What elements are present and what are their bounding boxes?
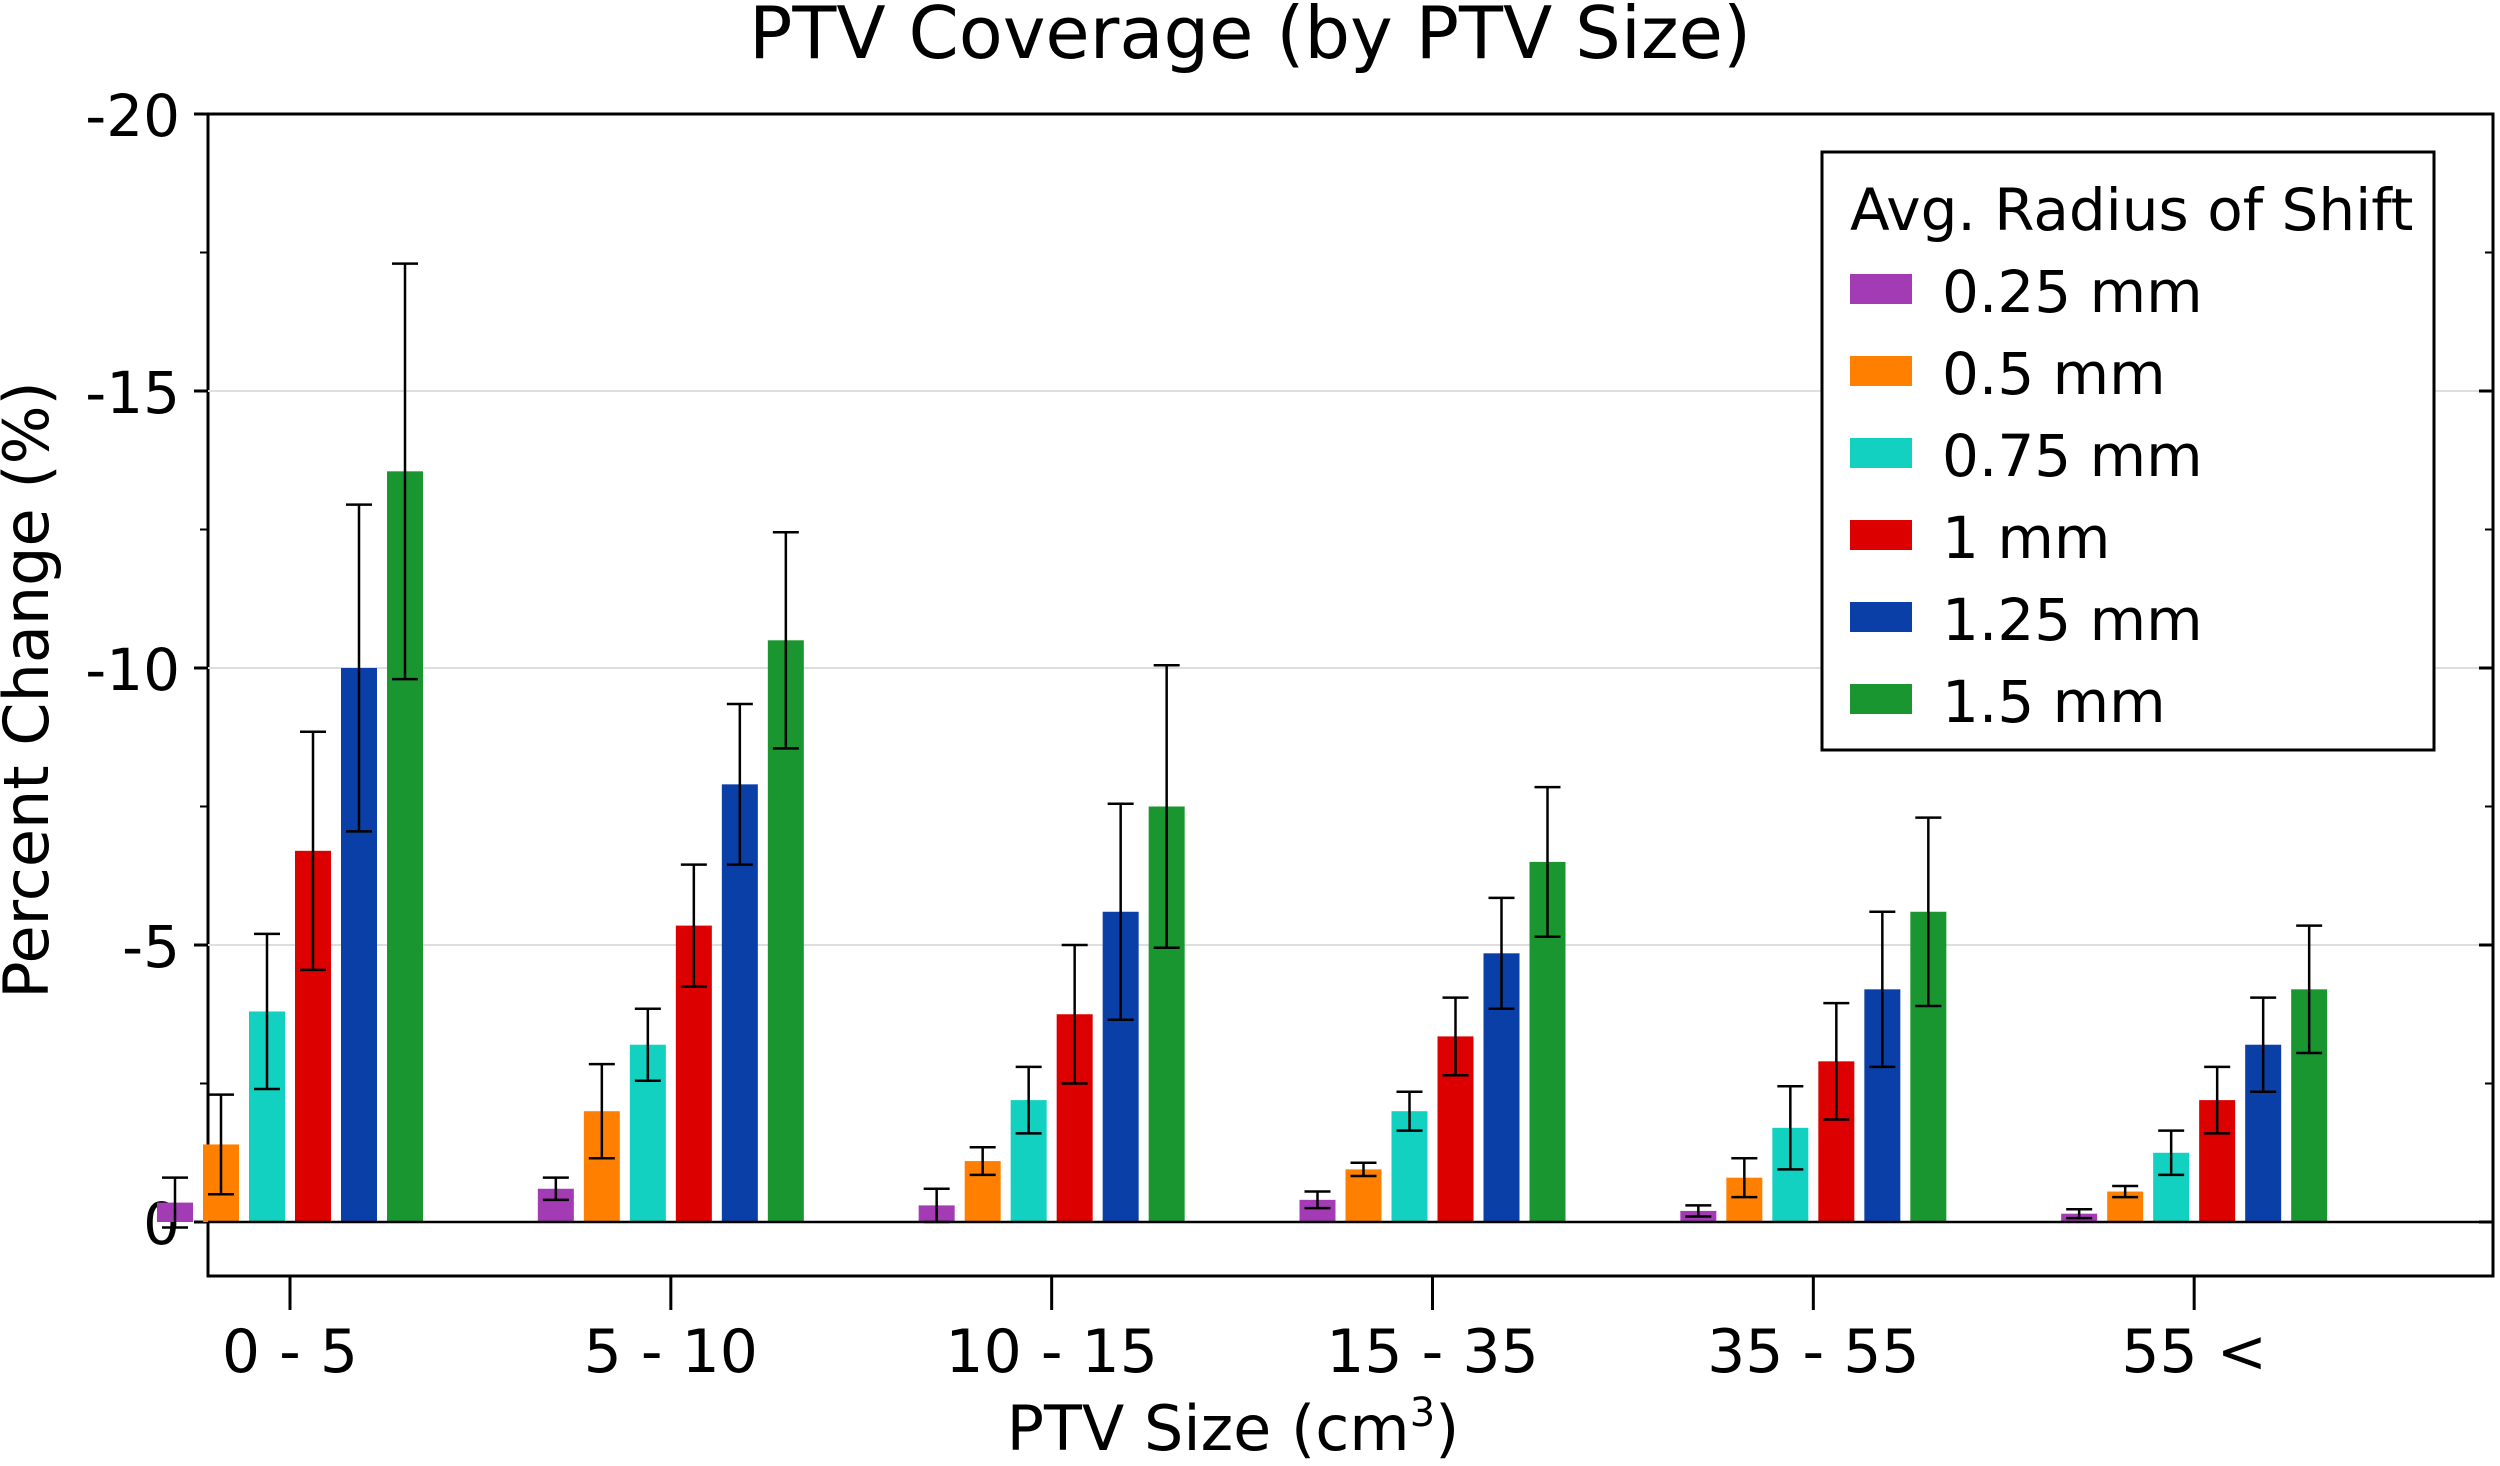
x-tick-label: 10 - 15 [945,1317,1158,1387]
legend-swatch [1850,520,1912,550]
plot-frame [206,112,2495,1278]
legend-box [1820,150,2436,752]
x-tick-label: 5 - 10 [584,1317,758,1387]
y-tick-label: -20 [85,82,180,150]
legend-swatch [1850,356,1912,386]
x-axis-label-close: ) [1435,1392,1459,1465]
legend-swatch [1850,602,1912,632]
legend-label: 1.5 mm [1942,668,2166,736]
y-axis-label: Percent Change (%) [0,381,63,998]
x-tick-label: 0 - 5 [222,1317,358,1387]
legend-label: 0.25 mm [1942,258,2203,326]
legend-swatch [1850,684,1912,714]
legend-label: 0.5 mm [1942,340,2166,408]
x-axis-label-main: PTV Size (cm [1007,1392,1410,1465]
x-axis-label: PTV Size (cm3) [1007,1390,1460,1465]
legend-label: 0.75 mm [1942,422,2203,490]
legend: Avg. Radius of Shift 0.25 mm 0.5 mm 0.75 m… [1820,150,2436,752]
legend-swatch [1850,274,1912,304]
x-axis: 0 - 5 5 - 10 10 - 15 15 - 35 35 - 55 55 < [222,1276,2267,1387]
y-tick-label: -10 [85,636,180,704]
legend-title: Avg. Radius of Shift [1850,176,2413,244]
y-tick-label: -15 [85,359,180,427]
x-tick-label: 55 < [2121,1317,2267,1387]
bar [1345,1169,1382,1222]
legend-label: 1 mm [1942,504,2110,572]
chart-title: PTV Coverage (by PTV Size) [749,0,1751,75]
x-tick-label: 15 - 35 [1326,1317,1539,1387]
x-tick-label: 35 - 55 [1707,1317,1920,1387]
legend-swatch [1850,438,1912,468]
x-axis-label-superscript: 3 [1410,1390,1435,1436]
bars [157,262,2328,1229]
y-tick-label: -5 [122,913,180,981]
legend-label: 1.25 mm [1942,586,2203,654]
bar [1299,1199,1336,1222]
